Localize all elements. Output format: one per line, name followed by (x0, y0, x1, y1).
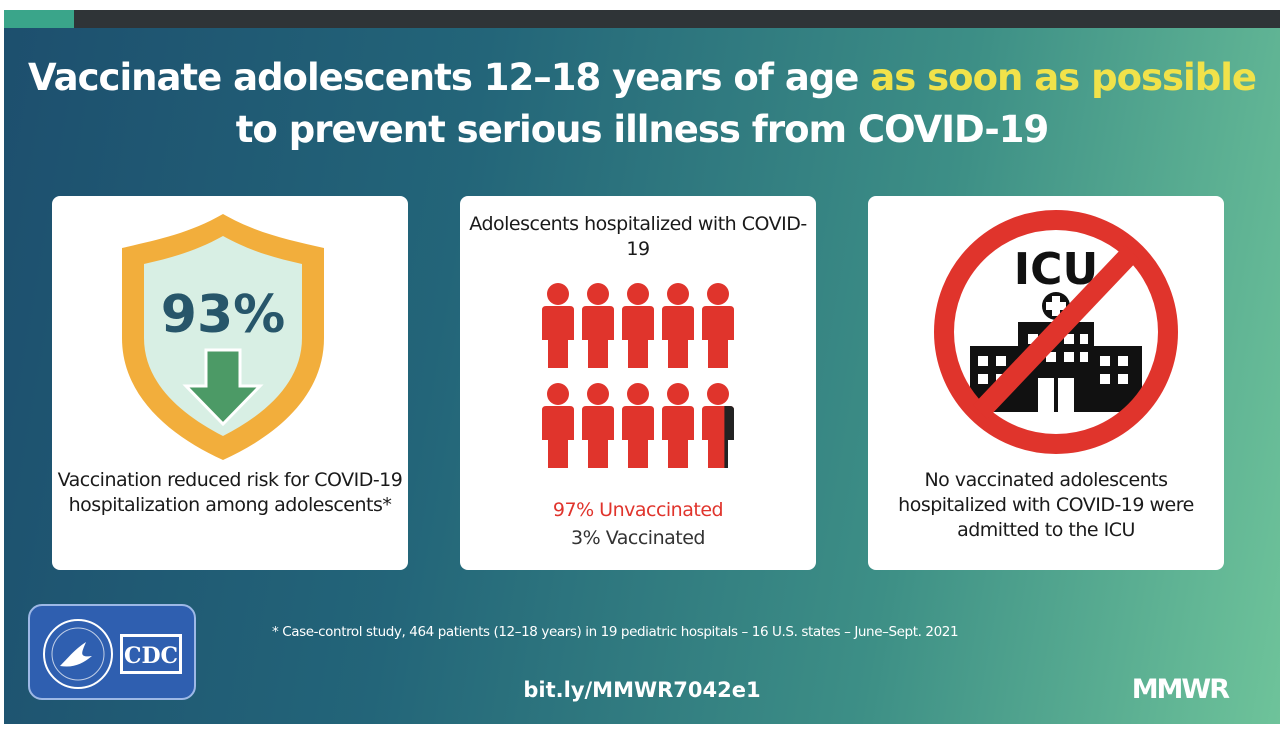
people-icon-grid (542, 283, 734, 468)
hhs-eagle-icon (60, 642, 92, 667)
source-url[interactable]: bit.ly/MMWR7042e1 (523, 678, 761, 702)
headline: Vaccinate adolescents 12–18 years of age… (4, 52, 1280, 156)
icu-sign-text: ICU (1014, 244, 1098, 295)
percent-value: 93% (161, 285, 285, 345)
card2-title: Adolescents hospitalized with COVID-19 (469, 213, 807, 260)
vaccinated-stat: 3% Vaccinated (571, 527, 705, 549)
infographic: Vaccinate adolescents 12–18 years of age… (4, 10, 1280, 724)
footnote: * Case-control study, 464 patients (12–1… (272, 624, 959, 640)
person-icon (662, 383, 694, 468)
headline-part1: Vaccinate adolescents 12–18 years of age (28, 56, 871, 99)
card-hospitalized: Adolescents hospitalized with COVID-19 9… (460, 196, 816, 570)
cdc-logo-text: CDC (124, 643, 178, 669)
mmwr-brand: MMWR (1131, 674, 1230, 705)
headline-highlight: as soon as possible (870, 56, 1257, 99)
card-vaccine-effectiveness: 93% Vaccination reduced risk for COVID-1… (52, 196, 408, 570)
no-sign-icon (934, 210, 1178, 454)
person-icon (702, 283, 734, 368)
card-icu: ICU (868, 196, 1224, 570)
cdc-logo: CDC (28, 604, 196, 700)
person-icon (582, 283, 614, 368)
card1-description: Vaccination reduced risk for COVID-19 ho… (57, 469, 403, 516)
headline-line2: to prevent serious illness from COVID-19 (235, 108, 1050, 151)
person-icon (542, 383, 574, 468)
person-icon (622, 283, 654, 368)
person-icon (702, 383, 734, 468)
person-icon (582, 383, 614, 468)
hospital-icon: ICU (970, 244, 1142, 412)
top-stripe (4, 10, 74, 28)
unvaccinated-stat: 97% Unvaccinated (552, 499, 724, 521)
card3-description: No vaccinated adolescents hospitalized w… (898, 469, 1194, 541)
person-icon (622, 383, 654, 468)
person-icon (542, 283, 574, 368)
top-bar (74, 10, 1280, 28)
shield-icon: 93% (122, 214, 324, 460)
down-arrow-icon (182, 348, 264, 427)
icu-illustration: ICU (934, 210, 1178, 454)
person-icon (662, 283, 694, 368)
